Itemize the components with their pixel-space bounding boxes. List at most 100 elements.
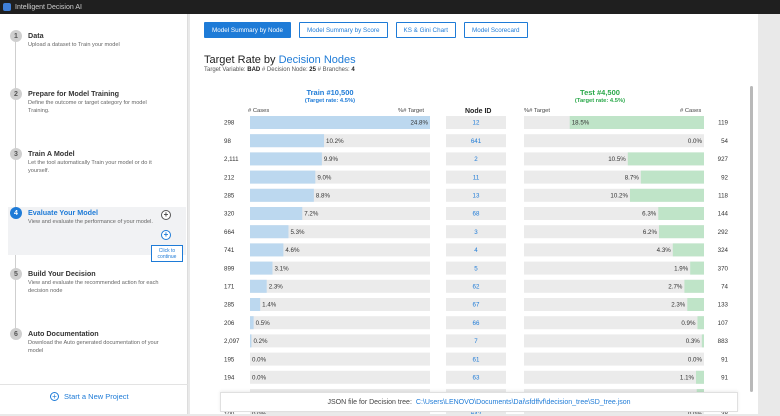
node-cell [446, 316, 506, 330]
test-cases-cell: 292 [718, 229, 729, 236]
train-cases-cell: 2,111 [224, 156, 239, 163]
step-prepare[interactable]: 2 Prepare for Model Training Define the … [8, 88, 186, 138]
test-bar-track [524, 261, 704, 275]
train-bar-track [250, 225, 430, 239]
train-cases-cell: 285 [224, 302, 235, 309]
test-cases-header: # Cases [680, 108, 702, 114]
title-prefix: Target Rate by [204, 54, 279, 66]
node-id-link: 4 [474, 247, 478, 254]
node-id-link: 641 [471, 138, 482, 145]
node-id-link: 7 [474, 338, 478, 345]
tab-scorecard[interactable]: Model Scorecard [463, 22, 528, 38]
train-bar [250, 334, 252, 348]
train-cases-cell: 171 [224, 284, 235, 291]
test-bar [629, 188, 704, 202]
train-cases-cell: 195 [224, 356, 235, 363]
train-target-label: 1.4% [262, 302, 277, 309]
train-target-label: 3.1% [275, 265, 290, 272]
new-project-label: Start a New Project [64, 392, 129, 401]
step-data[interactable]: 1 Data Upload a dataset to Train your mo… [8, 30, 186, 80]
step-title: Auto Documentation [28, 329, 99, 338]
node-id-link: 2 [474, 156, 478, 163]
node-cell [446, 352, 506, 366]
train-bar [250, 279, 267, 293]
step-title: Build Your Decision [28, 269, 96, 278]
tab-summary-by-score[interactable]: Model Summary by Score [299, 22, 388, 38]
test-target-label: 10.2% [610, 193, 628, 200]
train-bar-track [250, 243, 430, 257]
test-bar [687, 298, 704, 311]
sidebar: 1 Data Upload a dataset to Train your mo… [0, 14, 188, 414]
step-connector [15, 40, 16, 340]
train-cases-cell: 2,097 [224, 338, 240, 345]
test-cases-cell: 107 [718, 320, 729, 327]
step-documentation[interactable]: 6 Auto Documentation Download the Auto g… [8, 328, 186, 378]
train-target-label: 7.2% [304, 211, 319, 218]
test-cases-cell: 370 [718, 265, 729, 272]
train-header: Train #10,500 (Target rate: 4.5%) [280, 88, 380, 104]
continue-tooltip[interactable]: Click to continue [151, 245, 183, 262]
step-desc: Upload a dataset to Train your model [28, 42, 120, 48]
tab-summary-by-node[interactable]: Model Summary by Node [204, 22, 292, 38]
step-build[interactable]: 5 Build Your Decision View and evaluate … [8, 268, 186, 318]
test-bar-track [524, 243, 704, 257]
test-cases-cell: 91 [721, 356, 728, 363]
train-bar-track [250, 334, 430, 348]
train-cases-header: # Cases [248, 108, 270, 114]
train-cases-cell: 98 [224, 138, 231, 145]
step-title: Evaluate Your Model [28, 208, 99, 217]
test-bar [672, 243, 704, 257]
node-id-link: 68 [473, 211, 480, 218]
test-target-label: 6.2% [643, 229, 658, 236]
step-number: 5 [10, 268, 22, 280]
expand-icon[interactable]: + [161, 210, 171, 220]
add-icon[interactable]: + [161, 230, 171, 240]
train-cases-cell: 100 [224, 411, 235, 414]
test-cases-cell: 119 [718, 120, 728, 127]
train-title: Train #10,500 [306, 88, 354, 97]
train-cases-cell: 664 [224, 229, 235, 236]
test-bar [627, 152, 704, 166]
train-bar [250, 188, 314, 202]
step-title: Data [28, 31, 44, 40]
nodes-value: 25 [309, 67, 316, 73]
tab-ks-gini[interactable]: KS & Gini Chart [395, 22, 456, 38]
node-id-link: 63 [473, 375, 480, 382]
target-value: BAD [247, 67, 261, 73]
node-cell [446, 152, 506, 166]
title-highlight: Decision Nodes [278, 54, 356, 66]
step-number: 2 [10, 88, 22, 100]
node-id-link: 66 [473, 320, 480, 327]
train-cases-cell: 285 [224, 193, 235, 200]
step-number: 1 [10, 30, 22, 42]
node-id-link: 11 [473, 174, 480, 181]
test-cases-cell: 91 [721, 375, 728, 382]
step-number: 4 [10, 207, 22, 219]
scrollbar[interactable] [750, 86, 753, 392]
test-cases-cell: 74 [721, 284, 728, 291]
train-bar [250, 298, 261, 311]
test-bar-track [524, 134, 704, 148]
test-bar [701, 334, 704, 348]
divider [0, 384, 188, 385]
node-cell [446, 370, 506, 384]
node-id-link: 642 [471, 411, 482, 414]
node-cell [446, 207, 506, 220]
target-label: Target Variable: [204, 67, 246, 73]
test-bar-track [524, 352, 704, 366]
step-train[interactable]: 3 Train A Model Let the tool automatical… [8, 148, 186, 198]
test-bar [659, 225, 704, 239]
test-target-label: 10.5% [608, 156, 626, 163]
train-cases-cell: 194 [224, 375, 235, 382]
json-path-link[interactable]: C:\Users\LENOVO\Documents\Dai\sfdffvf\de… [415, 398, 631, 406]
page-title: Target Rate by Decision Nodes [204, 54, 356, 66]
test-cases-cell: 324 [718, 247, 729, 254]
train-target-label: 0.0% [252, 375, 267, 382]
node-cell [446, 134, 506, 148]
new-project-button[interactable]: + Start a New Project [50, 392, 129, 401]
nodes-label: # Decision Node: [261, 67, 308, 73]
step-desc: Download the Auto generated documentatio… [28, 340, 159, 354]
train-target-label: 2.3% [269, 284, 284, 291]
train-bar-track [250, 370, 430, 384]
